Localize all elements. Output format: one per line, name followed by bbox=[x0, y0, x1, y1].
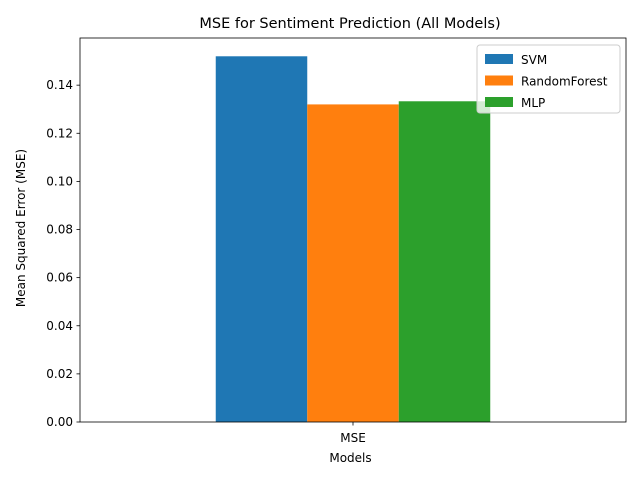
chart-title: MSE for Sentiment Prediction (All Models… bbox=[199, 16, 500, 32]
axes-layer: 0.00 0.02 0.04 0.06 0.08 0.10 0.12 0.14 MSE bbox=[46, 37, 627, 445]
y-tick-label: 0.10 bbox=[46, 174, 73, 188]
bars-layer bbox=[215, 56, 491, 423]
y-tick-label: 0.06 bbox=[46, 271, 73, 285]
legend-swatch-mlp bbox=[485, 97, 513, 107]
x-axis-label: Models bbox=[329, 451, 371, 465]
bar-svm bbox=[215, 56, 308, 423]
y-tick-label: 0.08 bbox=[46, 223, 73, 237]
legend-label-svm: SVM bbox=[521, 53, 547, 67]
y-tick-label: 0.02 bbox=[46, 367, 73, 381]
bar-mlp bbox=[398, 101, 491, 422]
y-tick-label: 0.04 bbox=[46, 319, 73, 333]
y-axis-label: Mean Squared Error (MSE) bbox=[14, 149, 28, 307]
y-tick-label: 0.00 bbox=[46, 415, 73, 429]
bar-randomforest bbox=[307, 104, 399, 423]
y-tick-label: 0.14 bbox=[46, 78, 73, 92]
legend: SVM RandomForest MLP bbox=[476, 44, 621, 114]
legend-swatch-svm bbox=[485, 54, 513, 64]
y-tick-label: 0.12 bbox=[46, 126, 73, 140]
legend-swatch-randomforest bbox=[485, 75, 513, 86]
x-tick-label: MSE bbox=[340, 431, 366, 445]
legend-label-randomforest: RandomForest bbox=[521, 75, 608, 89]
legend-label-mlp: MLP bbox=[521, 96, 545, 110]
